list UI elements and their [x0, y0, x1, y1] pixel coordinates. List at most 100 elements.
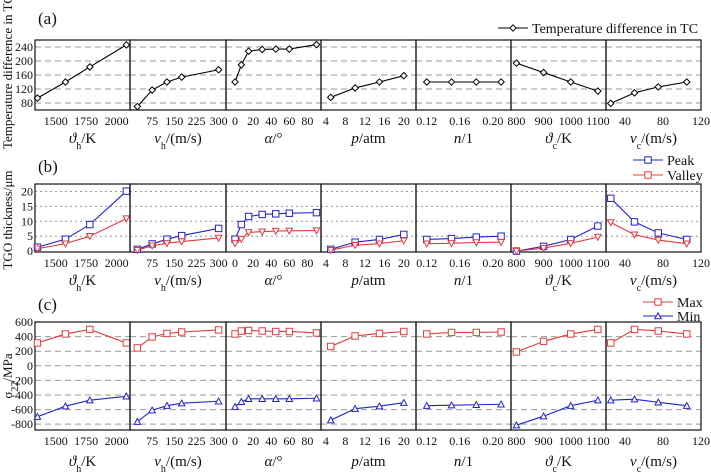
- subplot: 0 20 40 60 80 α/°: [225, 39, 322, 147]
- data-point: [375, 240, 384, 248]
- x-tick-label: 1500: [44, 434, 68, 448]
- data-point: [258, 228, 267, 236]
- data-point: [351, 84, 360, 92]
- y-tick-label: 0: [27, 244, 33, 258]
- data-point: [61, 330, 70, 338]
- subplot: 1500 1750 2000 ϑh/K: [33, 321, 131, 474]
- x-axis-label-symbol: v: [630, 131, 637, 147]
- y-tick-label: -800: [11, 417, 33, 431]
- data-point: [33, 412, 42, 420]
- x-tick-label: 1100: [586, 114, 610, 128]
- panel-a: (a)Temperature difference in TC 801201602…: [0, 0, 710, 152]
- data-point: [375, 329, 384, 338]
- data-point: [512, 59, 521, 68]
- data-point: [630, 394, 639, 403]
- x-axis-label-unit: /K: [81, 131, 96, 147]
- x-axis-label-unit: /(m/s): [166, 131, 202, 147]
- y-tick-label: 0: [27, 359, 33, 373]
- x-axis-label: ϑc/K: [545, 273, 572, 294]
- subplot: 1500 1750 2000 ϑh/K: [33, 183, 131, 294]
- x-tick-label: 40: [619, 114, 631, 128]
- data-point: [258, 327, 266, 335]
- y-axis-label-subscript: 22: [10, 382, 21, 392]
- data-point: [61, 401, 70, 410]
- x-axis-label-symbol: n: [454, 273, 462, 289]
- data-point: [654, 398, 663, 406]
- data-point: [258, 394, 267, 402]
- data-point: [244, 394, 253, 402]
- data-point: [148, 86, 157, 94]
- data-point: [607, 194, 615, 203]
- data-point: [497, 399, 506, 408]
- data-point: [272, 210, 280, 218]
- data-point: [654, 229, 662, 237]
- x-tick-label: 75: [146, 114, 158, 128]
- x-axis-label-symbol: ϑ: [69, 273, 78, 289]
- subplot: 75 150 225 300 vh/(m/s): [129, 39, 228, 152]
- x-axis-label-subscript: h: [161, 283, 166, 294]
- data-point: [630, 231, 639, 239]
- x-axis-label-symbol: ϑ: [69, 454, 78, 470]
- x-axis-label: vh/(m/s): [154, 273, 202, 294]
- y-tick-label: 400: [15, 330, 33, 344]
- data-point: [272, 327, 280, 336]
- x-axis-label-unit: /°: [272, 454, 282, 470]
- x-axis-label: n/1: [454, 273, 473, 289]
- x-axis-label-symbol: p: [350, 454, 359, 470]
- x-tick-label: 1000: [559, 434, 583, 448]
- data-point: [447, 400, 456, 409]
- series-line: [426, 403, 502, 407]
- series-line: [330, 233, 404, 250]
- x-tick-label: 800: [507, 114, 525, 128]
- series-line: [37, 190, 127, 248]
- data-point: [312, 40, 321, 49]
- x-axis-label-subscript: h: [76, 464, 81, 474]
- series-line: [426, 241, 502, 245]
- x-tick-label: 80: [657, 256, 669, 270]
- data-point: [326, 247, 335, 255]
- x-tick-label: 900: [535, 434, 553, 448]
- x-tick-label: 0.12: [416, 114, 437, 128]
- x-axis-label-symbol: n: [454, 454, 462, 470]
- series-line: [37, 44, 127, 99]
- data-point: [512, 247, 521, 256]
- x-tick-label: 20: [247, 256, 259, 270]
- x-axis-label: ϑh/K: [69, 454, 97, 474]
- data-point: [375, 401, 384, 410]
- x-axis-label: ϑc/K: [545, 454, 572, 474]
- x-axis-label-subscript: h: [76, 141, 81, 152]
- x-tick-label: 2000: [105, 114, 129, 128]
- data-point: [472, 328, 481, 337]
- data-point: [312, 227, 321, 235]
- data-point: [122, 392, 131, 400]
- x-tick-label: 40: [619, 434, 631, 448]
- data-point: [472, 400, 481, 408]
- data-point: [177, 238, 186, 246]
- x-axis-label: p/atm: [350, 273, 385, 289]
- data-point: [214, 326, 223, 334]
- x-tick-label: 1100: [586, 434, 610, 448]
- data-point: [148, 333, 156, 341]
- subplot: 40 80 120 vc/(m/s): [605, 39, 710, 152]
- x-tick-label: 0.16: [449, 114, 470, 128]
- series-line: [610, 221, 687, 245]
- x-tick-label: 0.12: [416, 256, 437, 270]
- data-point: [606, 219, 615, 227]
- data-point: [86, 220, 94, 229]
- data-point: [177, 73, 186, 82]
- x-tick-label: 120: [692, 256, 710, 270]
- data-point: [122, 339, 131, 347]
- x-tick-label: 20: [398, 256, 410, 270]
- x-axis-label-subscript: c: [637, 283, 642, 294]
- y-tick-label: 240: [15, 40, 33, 54]
- data-point: [654, 236, 663, 245]
- x-tick-label: 40: [265, 256, 277, 270]
- data-point: [285, 327, 294, 336]
- data-point: [399, 398, 408, 406]
- x-axis-label: p/atm: [350, 131, 385, 147]
- x-axis-label-symbol: p: [350, 131, 359, 147]
- data-point: [654, 327, 662, 335]
- x-axis-label-unit: /(m/s): [641, 454, 677, 470]
